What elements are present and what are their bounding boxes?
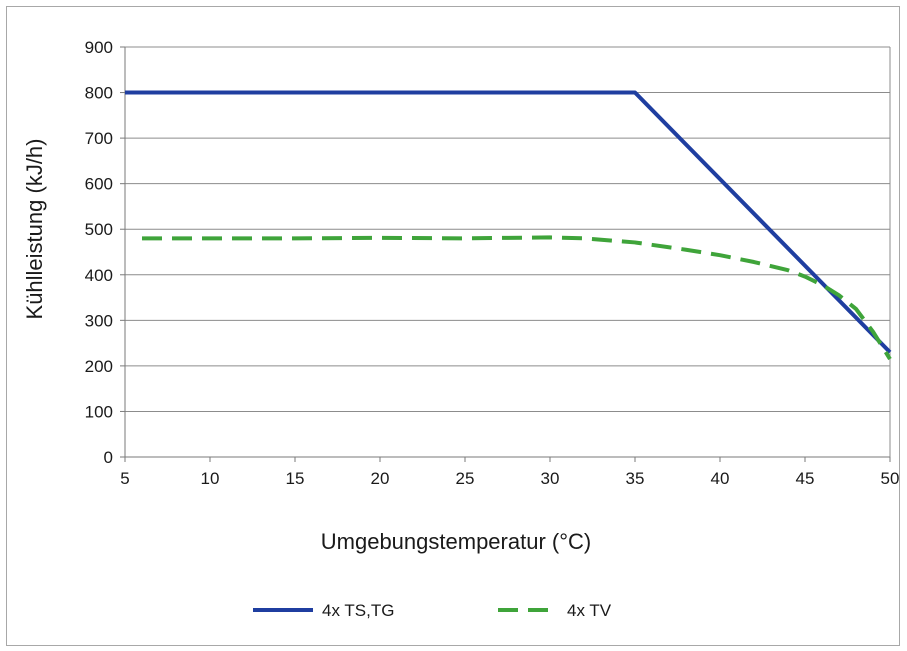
x-tick-labels: 5 10 15 20 25 30 35 40 45 50 (120, 469, 899, 488)
y-tick-label: 800 (85, 84, 113, 103)
y-tick-label: 400 (85, 266, 113, 285)
series-line-1 (125, 90, 892, 354)
y-tick-label: 900 (85, 38, 113, 57)
legend: 4x TS,TG 4x TV (253, 601, 612, 620)
x-tick-label: 50 (881, 469, 900, 488)
x-tick-label: 35 (626, 469, 645, 488)
x-axis-title: Umgebungstemperatur (°C) (321, 529, 591, 554)
axes (120, 46, 891, 462)
series-lines (125, 90, 892, 361)
legend-label-1: 4x TS,TG (322, 601, 394, 620)
x-tick-label: 30 (541, 469, 560, 488)
x-tick-label: 5 (120, 469, 129, 488)
chart-frame (6, 6, 900, 646)
x-tick-label: 40 (711, 469, 730, 488)
x-tick-label: 20 (371, 469, 390, 488)
x-tick-label: 10 (201, 469, 220, 488)
x-tick-label: 25 (456, 469, 475, 488)
y-tick-label: 300 (85, 311, 113, 330)
y-tick-label: 100 (85, 402, 113, 421)
series-line-2 (142, 235, 892, 361)
y-tick-label: 200 (85, 357, 113, 376)
x-tick-label: 15 (286, 469, 305, 488)
legend-label-2: 4x TV (567, 601, 612, 620)
gridlines (125, 46, 890, 412)
y-tick-label: 500 (85, 220, 113, 239)
y-axis-title: Kühlleistung (kJ/h) (22, 139, 47, 320)
y-tick-label: 600 (85, 175, 113, 194)
x-tick-label: 45 (796, 469, 815, 488)
y-tick-label: 0 (104, 448, 113, 467)
y-tick-labels: 0 100 200 300 400 500 600 700 800 900 (85, 38, 113, 467)
y-tick-label: 700 (85, 129, 113, 148)
